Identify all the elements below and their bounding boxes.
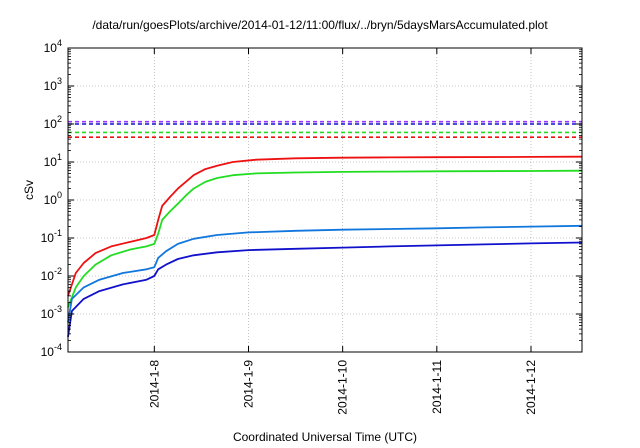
y-axis-label: cSv — [22, 179, 36, 200]
y-tick-label-exponent: 1 — [57, 152, 62, 162]
y-tick-label: 104 — [44, 38, 62, 55]
y-tick-label: 10-4 — [41, 342, 62, 359]
y-tick-label: 103 — [44, 76, 62, 93]
series-line — [67, 155, 583, 297]
y-tick-label: 10-2 — [41, 266, 62, 283]
series-line — [67, 224, 583, 323]
chart-title: /data/run/goesPlots/archive/2014-01-12/1… — [92, 18, 548, 32]
y-tick-label: 101 — [44, 152, 62, 169]
y-tick-label-exponent: 2 — [57, 114, 62, 124]
x-tick-label: 2014-1-12 — [524, 360, 538, 415]
y-tick-label-exponent: 4 — [57, 38, 62, 48]
y-tick-label: 100 — [44, 190, 62, 207]
threshold-lines — [68, 120, 582, 138]
grid — [68, 47, 582, 353]
plot-frame — [67, 47, 583, 353]
y-tick-label-base: 10 — [41, 307, 55, 321]
x-axis: 2014-1-8 2014-1-9 2014-1-10 2014-1-11 2014-1… — [147, 48, 538, 415]
y-tick-label-base: 10 — [41, 231, 55, 245]
y-tick-label-exponent: 0 — [57, 190, 62, 200]
y-tick-label-base: 10 — [41, 269, 55, 283]
y-tick-label-base: 10 — [44, 155, 58, 169]
series-lines — [67, 155, 583, 338]
x-tick-label: 2014-1-11 — [430, 360, 444, 414]
y-tick-label-exponent: -3 — [54, 304, 62, 314]
x-tick-label: 2014-1-10 — [336, 360, 350, 415]
y-tick-label: 102 — [44, 114, 62, 131]
y-tick-label-base: 10 — [41, 345, 55, 359]
y-tick-label-exponent: -2 — [54, 266, 62, 276]
y-tick-label: 10-1 — [41, 228, 62, 245]
y-tick-label-base: 10 — [44, 193, 58, 207]
series-line — [67, 241, 583, 338]
x-tick-label: 2014-1-9 — [241, 360, 255, 408]
y-tick-label-base: 10 — [44, 117, 58, 131]
x-tick-label: 2014-1-8 — [147, 360, 161, 408]
y-tick-label-exponent: 3 — [57, 76, 62, 86]
x-axis-label: Coordinated Universal Time (UTC) — [232, 430, 418, 444]
y-tick-label-exponent: -4 — [54, 342, 62, 352]
y-tick-label-base: 10 — [44, 41, 58, 55]
series-line — [67, 169, 583, 308]
y-tick-label-base: 10 — [44, 79, 58, 93]
y-tick-label-exponent: -1 — [54, 228, 62, 238]
y-tick-label: 10-3 — [41, 304, 62, 321]
